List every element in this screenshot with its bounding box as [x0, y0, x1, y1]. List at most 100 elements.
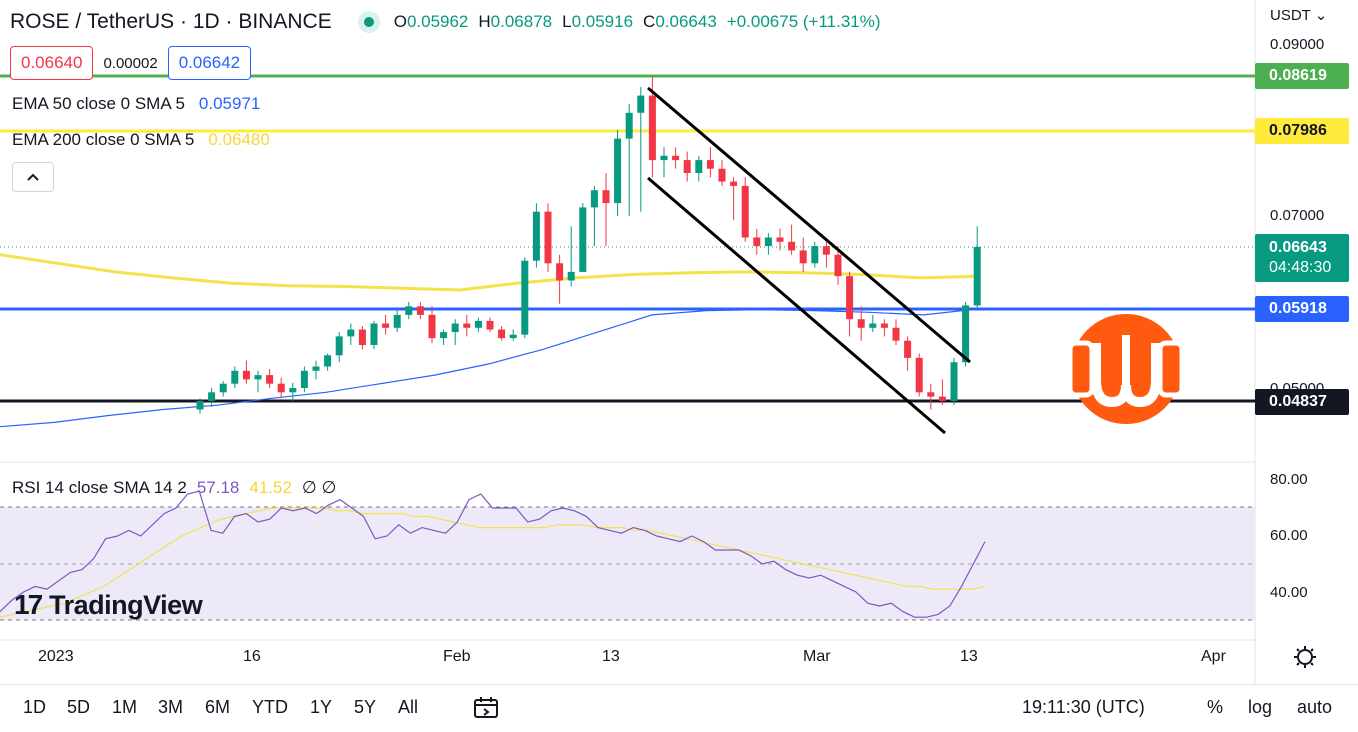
- candle-body[interactable]: [208, 392, 216, 401]
- candle-body[interactable]: [706, 160, 714, 169]
- candle-body[interactable]: [416, 306, 424, 315]
- candle-body[interactable]: [451, 323, 459, 333]
- candle-body[interactable]: [486, 320, 494, 330]
- candle-body[interactable]: [776, 237, 784, 242]
- candle-body[interactable]: [730, 181, 738, 186]
- candle-body[interactable]: [242, 370, 250, 380]
- candle-body[interactable]: [382, 323, 390, 328]
- candle-body[interactable]: [788, 241, 796, 251]
- candle-body[interactable]: [289, 388, 297, 393]
- timeframe-5d-button[interactable]: 5D: [67, 697, 91, 717]
- candle-body[interactable]: [300, 370, 308, 388]
- candle-body[interactable]: [532, 211, 540, 261]
- candle-body[interactable]: [428, 314, 436, 339]
- candle-body[interactable]: [695, 160, 703, 173]
- candle-body[interactable]: [718, 168, 726, 182]
- clock-timezone[interactable]: 19:11:30 (UTC): [1022, 697, 1145, 717]
- settings-gear-icon[interactable]: [1294, 646, 1316, 668]
- candle-body[interactable]: [973, 246, 981, 306]
- ema50-line[interactable]: [0, 308, 979, 428]
- candle-body[interactable]: [822, 246, 830, 255]
- price-tag-green[interactable]: 0.08619: [1255, 63, 1349, 89]
- rsi-legend[interactable]: RSI 14 close SMA 14 2 57.18 41.52 ∅ ∅: [12, 478, 336, 498]
- candle-body[interactable]: [625, 112, 633, 139]
- candle-body[interactable]: [393, 314, 401, 328]
- percent-scale-toggle[interactable]: %: [1207, 697, 1224, 717]
- ema50-legend[interactable]: EMA 50 close 0 SMA 5 0.05971: [12, 94, 260, 114]
- symbol-title[interactable]: ROSE / TetherUS · 1D · BINANCE: [10, 10, 332, 33]
- candle-body[interactable]: [892, 327, 900, 341]
- currency-selector[interactable]: USDT ⌄: [1270, 6, 1327, 24]
- candle-body[interactable]: [277, 383, 285, 393]
- candle-body[interactable]: [567, 271, 575, 281]
- candle-body[interactable]: [498, 329, 506, 339]
- timeframe-1y-button[interactable]: 1Y: [310, 697, 333, 717]
- candle-body[interactable]: [753, 237, 761, 247]
- candle-body[interactable]: [266, 375, 274, 384]
- candle-body[interactable]: [463, 323, 471, 328]
- candle-body[interactable]: [335, 336, 343, 356]
- candle-body[interactable]: [915, 357, 923, 393]
- candle-body[interactable]: [324, 355, 332, 367]
- timeframe-1m-button[interactable]: 1M: [112, 697, 138, 717]
- candle-body[interactable]: [405, 306, 413, 315]
- candle-body[interactable]: [614, 138, 622, 204]
- candle-body[interactable]: [440, 332, 448, 339]
- price-tag-yellow[interactable]: 0.07986: [1255, 118, 1349, 144]
- candle-body[interactable]: [648, 95, 656, 161]
- collapse-legend-button[interactable]: [12, 162, 54, 192]
- candle-body[interactable]: [834, 254, 842, 277]
- candle-body[interactable]: [637, 95, 645, 113]
- candle-body[interactable]: [741, 185, 749, 238]
- candle-body[interactable]: [521, 260, 529, 335]
- candle-body[interactable]: [602, 190, 610, 204]
- timeframe-6m-button[interactable]: 6M: [205, 697, 231, 717]
- buy-button[interactable]: 0.06642: [167, 46, 252, 80]
- candle-body[interactable]: [904, 340, 912, 358]
- rsi-line[interactable]: [0, 490, 986, 618]
- candle-body[interactable]: [196, 400, 204, 410]
- candle-body[interactable]: [938, 396, 946, 401]
- candle-body[interactable]: [556, 263, 564, 281]
- candle-body[interactable]: [474, 320, 482, 328]
- candle-body[interactable]: [544, 211, 552, 264]
- candle-body[interactable]: [231, 370, 239, 384]
- candle-body[interactable]: [880, 323, 888, 328]
- current-price-tag[interactable]: 0.06643 04:48:30: [1255, 234, 1349, 282]
- candle-body[interactable]: [869, 323, 877, 328]
- candle-body[interactable]: [799, 250, 807, 264]
- candle-body[interactable]: [509, 334, 517, 339]
- candle-body[interactable]: [219, 383, 227, 393]
- ema200-line[interactable]: [0, 253, 979, 292]
- candle-body[interactable]: [857, 319, 865, 328]
- candle-body[interactable]: [846, 276, 854, 320]
- log-scale-toggle[interactable]: log: [1248, 697, 1273, 717]
- candle-body[interactable]: [254, 375, 262, 380]
- rsi-sma-line[interactable]: [0, 507, 986, 618]
- auto-scale-toggle[interactable]: auto: [1297, 697, 1333, 717]
- timeframe-1d-button[interactable]: 1D: [23, 697, 47, 717]
- candle-body[interactable]: [579, 207, 587, 272]
- candle-body[interactable]: [764, 237, 772, 247]
- candle-body[interactable]: [811, 246, 819, 264]
- candle-body[interactable]: [950, 362, 958, 401]
- candle-body[interactable]: [370, 323, 378, 346]
- candle-body[interactable]: [672, 155, 680, 161]
- price-tag-black[interactable]: 0.04837: [1255, 389, 1349, 415]
- channel-upper-line[interactable]: [647, 86, 971, 364]
- timeframe-all-button[interactable]: All: [398, 697, 419, 717]
- price-tag-blue[interactable]: 0.05918: [1255, 296, 1349, 322]
- tradingview-logo[interactable]: 17 TradingView: [14, 589, 203, 621]
- ema200-legend[interactable]: EMA 200 close 0 SMA 5 0.06480: [12, 130, 270, 150]
- candle-body[interactable]: [660, 155, 668, 161]
- timeframe-3m-button[interactable]: 3M: [158, 697, 184, 717]
- timeframe-ytd-button[interactable]: YTD: [252, 697, 288, 717]
- candle-body[interactable]: [347, 329, 355, 337]
- sell-button[interactable]: 0.06640: [10, 46, 94, 80]
- candle-body[interactable]: [590, 190, 598, 208]
- channel-lower-line[interactable]: [647, 176, 946, 435]
- candle-body[interactable]: [683, 160, 691, 173]
- candle-body[interactable]: [927, 392, 935, 397]
- candle-body[interactable]: [358, 329, 366, 345]
